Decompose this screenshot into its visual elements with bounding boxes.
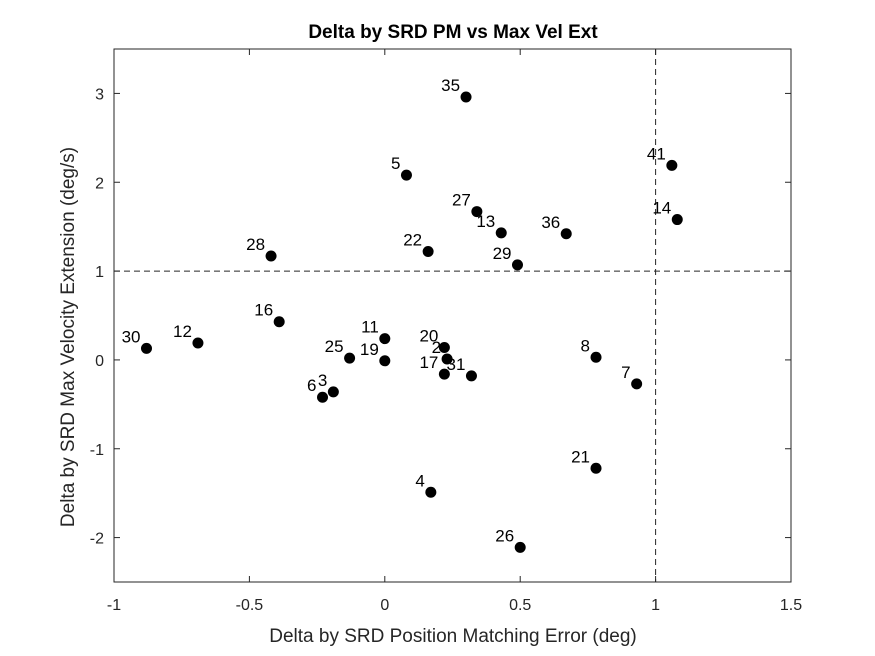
data-point-16 [273,316,285,328]
point-label-30: 30 [122,327,141,346]
y-tick-label: 0 [95,353,104,370]
x-tick-label: 1.5 [780,597,802,614]
point-label-5: 5 [391,154,400,173]
point-label-7: 7 [621,363,630,382]
point-label-8: 8 [581,336,590,355]
point-label-35: 35 [441,76,460,95]
data-point-41 [666,159,678,171]
y-tick-label: 1 [95,264,104,281]
data-point-17 [438,368,450,380]
data-point-22 [422,246,434,258]
data-point-13 [495,227,507,239]
data-point-36 [560,228,572,240]
data-point-8 [590,351,602,363]
chart-title: Delta by SRD PM vs Max Vel Ext [308,22,598,43]
data-point-19 [379,355,391,367]
x-tick-label: 1 [651,597,660,614]
point-label-12: 12 [173,322,192,341]
point-label-26: 26 [495,526,514,545]
point-label-21: 21 [571,447,590,466]
data-point-11 [379,333,391,345]
point-label-29: 29 [493,244,512,263]
point-label-16: 16 [254,301,273,320]
point-label-28: 28 [246,235,265,254]
data-point-29 [511,259,523,271]
y-tick-label: 2 [95,175,104,192]
point-label-27: 27 [452,191,471,210]
point-label-4: 4 [415,471,424,490]
point-label-19: 19 [360,340,379,359]
data-point-20 [438,341,450,353]
point-label-6: 6 [307,376,316,395]
point-label-31: 31 [447,355,466,374]
data-point-35 [460,91,472,103]
data-point-30 [140,342,152,354]
data-point-2 [441,353,453,365]
point-label-36: 36 [541,213,560,232]
point-label-41: 41 [647,144,666,163]
x-tick-label: 0.5 [509,597,531,614]
plot-area: 35 41 5 27 14 13 36 22 28 29 16 11 12 20 30 8 25 2 19 31 17 7… [114,49,791,582]
data-point-6 [317,391,329,403]
point-label-3: 3 [318,371,327,390]
data-point-26 [514,541,526,553]
point-label-20: 20 [419,326,438,345]
y-tick-label: -2 [90,531,104,548]
x-tick-label: -1 [107,597,121,614]
point-label-11: 11 [361,318,379,337]
y-tick-label: 3 [95,86,104,103]
point-label-13: 13 [476,212,495,231]
data-point-7 [631,378,643,390]
point-label-17: 17 [419,353,438,372]
data-point-25 [344,352,356,364]
x-axis-label: Delta by SRD Position Matching Error (de… [269,626,636,647]
x-tick-label: -0.5 [236,597,264,614]
data-point-31 [465,370,477,382]
data-point-5 [400,169,412,181]
axes-box [113,48,792,583]
point-label-25: 25 [325,337,344,356]
data-point-14 [671,214,683,226]
data-point-3 [327,386,339,398]
data-point-21 [590,462,602,474]
point-label-22: 22 [403,231,422,250]
point-label-14: 14 [652,199,671,218]
data-point-12 [192,337,204,349]
point-label-2: 2 [432,338,441,357]
data-point-28 [265,250,277,262]
y-tick-label: -1 [90,442,104,459]
x-tick-label: 0 [380,597,389,614]
y-axis-label: Delta by SRD Max Velocity Extension (deg… [58,147,79,527]
data-point-4 [425,486,437,498]
data-point-27 [471,206,483,218]
